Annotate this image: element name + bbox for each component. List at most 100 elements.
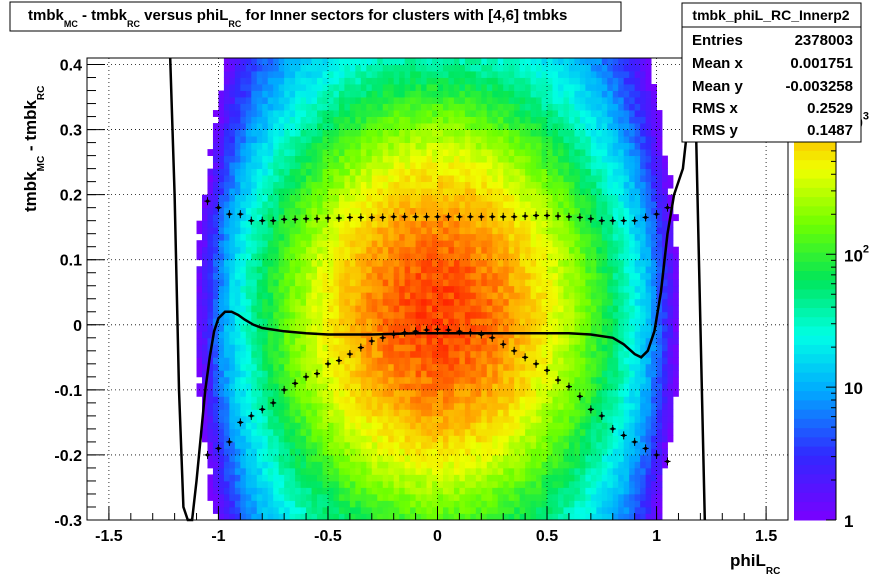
heatmap-cell bbox=[267, 58, 274, 65]
heatmap-cell bbox=[393, 513, 400, 521]
heatmap-cell bbox=[404, 240, 411, 248]
heatmap-cell bbox=[212, 168, 219, 176]
heatmap-cell bbox=[421, 331, 427, 339]
heatmap-cell bbox=[349, 311, 356, 319]
heatmap-cell bbox=[295, 188, 301, 196]
heatmap-cell bbox=[377, 370, 384, 378]
heatmap-cell bbox=[333, 103, 340, 111]
heatmap-cell bbox=[251, 441, 258, 449]
heatmap-cell bbox=[223, 350, 230, 358]
heatmap-cell bbox=[475, 155, 482, 163]
heatmap-cell bbox=[448, 344, 455, 352]
heatmap-cell bbox=[207, 441, 214, 449]
heatmap-cell bbox=[218, 389, 225, 397]
heatmap-cell bbox=[530, 402, 537, 410]
heatmap-cell bbox=[284, 136, 291, 143]
heatmap-cell bbox=[421, 168, 427, 176]
heatmap-cell bbox=[327, 311, 334, 319]
heatmap-cell bbox=[234, 181, 241, 189]
heatmap-cell bbox=[525, 324, 532, 332]
heatmap-cell bbox=[492, 337, 499, 345]
heatmap-cell bbox=[426, 71, 433, 78]
heatmap-cell bbox=[514, 142, 521, 150]
heatmap-cell bbox=[377, 194, 384, 202]
heatmap-cell bbox=[366, 233, 373, 241]
heatmap-cell bbox=[349, 253, 356, 261]
heatmap-cell bbox=[245, 129, 252, 137]
heatmap-cell bbox=[497, 409, 504, 417]
heatmap-cell bbox=[295, 253, 301, 261]
heatmap-cell bbox=[464, 467, 471, 475]
heatmap-cell bbox=[579, 311, 586, 319]
heatmap-cell bbox=[382, 454, 389, 462]
heatmap-cell bbox=[508, 513, 515, 521]
heatmap-cell bbox=[404, 77, 411, 85]
heatmap-cell bbox=[349, 480, 356, 488]
heatmap-cell bbox=[234, 116, 241, 124]
heatmap-cell bbox=[284, 318, 291, 326]
heatmap-cell bbox=[448, 181, 455, 189]
heatmap-cell bbox=[557, 292, 564, 300]
heatmap-cell bbox=[207, 194, 214, 202]
heatmap-cell bbox=[508, 240, 515, 248]
heatmap-cell bbox=[212, 123, 219, 130]
heatmap-cell bbox=[306, 480, 312, 488]
heatmap-cell bbox=[486, 259, 493, 267]
heatmap-cell bbox=[563, 292, 570, 300]
heatmap-cell bbox=[234, 513, 241, 521]
heatmap-cell bbox=[459, 188, 466, 196]
heatmap-cell bbox=[300, 103, 307, 111]
heatmap-cell bbox=[453, 474, 460, 482]
heatmap-cell bbox=[585, 493, 592, 501]
heatmap-cell bbox=[234, 123, 241, 130]
heatmap-cell bbox=[448, 103, 455, 111]
heatmap-cell bbox=[492, 376, 499, 384]
heatmap-cell bbox=[262, 448, 269, 456]
heatmap-cell bbox=[552, 142, 559, 150]
heatmap-cell bbox=[311, 409, 318, 417]
heatmap-cell bbox=[459, 376, 466, 384]
heatmap-cell bbox=[503, 324, 510, 332]
heatmap-cell bbox=[278, 84, 285, 91]
heatmap-cell bbox=[388, 376, 395, 384]
heatmap-cell bbox=[459, 155, 466, 163]
heatmap-cell bbox=[202, 220, 208, 228]
heatmap-cell bbox=[295, 129, 301, 137]
heatmap-cell bbox=[404, 103, 411, 111]
heatmap-cell bbox=[470, 487, 477, 495]
heatmap-cell bbox=[234, 84, 241, 91]
heatmap-cell bbox=[399, 324, 406, 332]
heatmap-cell bbox=[464, 324, 471, 332]
heatmap-cell bbox=[234, 227, 241, 235]
heatmap-cell bbox=[563, 259, 570, 267]
heatmap-cell bbox=[393, 246, 400, 254]
heatmap-cell bbox=[514, 305, 521, 313]
heatmap-cell bbox=[196, 272, 203, 280]
heatmap-cell bbox=[563, 357, 570, 365]
heatmap-cell bbox=[212, 227, 219, 235]
heatmap-cell bbox=[317, 428, 323, 436]
heatmap-cell bbox=[519, 181, 526, 189]
heatmap-cell bbox=[464, 58, 471, 65]
heatmap-cell bbox=[245, 506, 252, 514]
heatmap-cell bbox=[333, 129, 340, 137]
heatmap-cell bbox=[333, 227, 340, 235]
heatmap-cell bbox=[530, 383, 537, 391]
heatmap-cell bbox=[333, 266, 340, 274]
heatmap-cell bbox=[338, 110, 345, 117]
heatmap-cell bbox=[464, 344, 471, 352]
heatmap-cell bbox=[262, 110, 269, 117]
heatmap-cell bbox=[289, 90, 296, 98]
heatmap-cell bbox=[459, 136, 466, 143]
heatmap-cell bbox=[223, 337, 230, 345]
heatmap-cell bbox=[448, 266, 455, 274]
heatmap-cell bbox=[404, 285, 411, 293]
heatmap-cell bbox=[300, 194, 307, 202]
heatmap-cell bbox=[360, 383, 367, 391]
heatmap-cell bbox=[497, 175, 504, 183]
heatmap-cell bbox=[355, 467, 362, 475]
heatmap-cell bbox=[579, 389, 586, 397]
heatmap-cell bbox=[574, 77, 581, 85]
heatmap-cell bbox=[404, 480, 411, 488]
heatmap-cell bbox=[492, 415, 499, 423]
